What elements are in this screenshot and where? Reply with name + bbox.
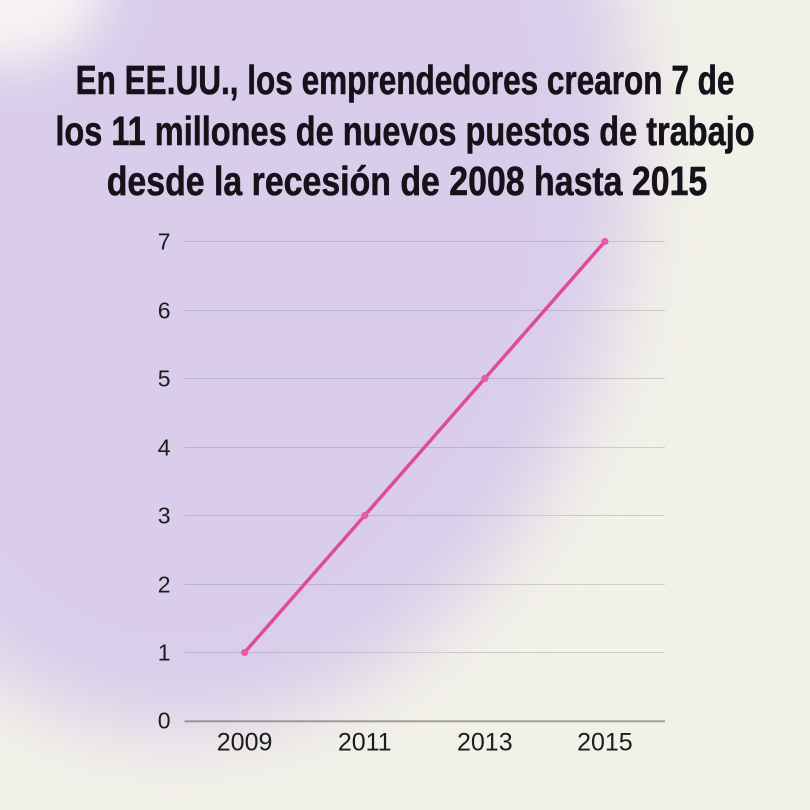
svg-text:7: 7 xyxy=(158,229,171,255)
svg-text:2015: 2015 xyxy=(577,729,633,757)
svg-text:5: 5 xyxy=(158,366,171,392)
svg-text:6: 6 xyxy=(158,298,171,324)
svg-text:2013: 2013 xyxy=(457,729,513,757)
svg-text:1: 1 xyxy=(158,640,171,666)
svg-text:2011: 2011 xyxy=(338,729,392,757)
svg-text:2: 2 xyxy=(158,572,171,598)
svg-text:4: 4 xyxy=(158,435,171,461)
svg-text:3: 3 xyxy=(158,503,171,529)
svg-text:2009: 2009 xyxy=(217,729,273,757)
svg-text:0: 0 xyxy=(158,708,171,734)
